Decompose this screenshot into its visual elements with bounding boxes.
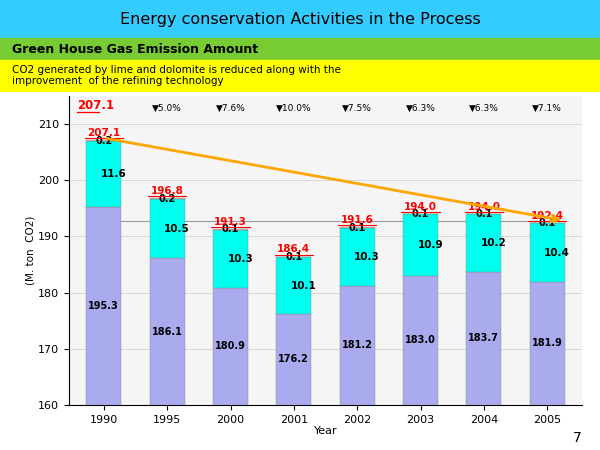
Text: 10.4: 10.4	[544, 248, 570, 258]
Bar	[150, 199, 185, 258]
Text: 0.1: 0.1	[222, 225, 239, 234]
Text: 181.9: 181.9	[532, 338, 563, 348]
Bar	[530, 282, 565, 405]
Text: 0.2: 0.2	[95, 136, 112, 146]
Text: Energy conservation Activities in the Process: Energy conservation Activities in the Pr…	[119, 12, 481, 27]
Bar	[466, 214, 501, 215]
Text: 10.1: 10.1	[290, 280, 316, 291]
Bar	[86, 207, 121, 405]
Text: 194.0: 194.0	[404, 202, 437, 211]
Bar	[466, 215, 501, 272]
Text: 10.3: 10.3	[227, 254, 253, 264]
Text: 181.2: 181.2	[341, 340, 373, 351]
Bar	[530, 223, 565, 224]
Bar	[340, 228, 374, 286]
Text: ▼10.0%: ▼10.0%	[276, 104, 311, 112]
Text: 207.1: 207.1	[77, 99, 115, 112]
Bar	[213, 230, 248, 288]
Text: 0.1: 0.1	[285, 252, 302, 262]
Text: 10.5: 10.5	[164, 224, 190, 234]
Bar	[0, 38, 600, 60]
Text: 176.2: 176.2	[278, 355, 309, 365]
Bar	[150, 198, 185, 199]
Text: 186.4: 186.4	[277, 244, 310, 254]
Bar	[0, 0, 600, 38]
Text: 191.3: 191.3	[214, 217, 247, 227]
Bar	[0, 60, 600, 91]
Text: ▼7.5%: ▼7.5%	[342, 104, 372, 112]
Y-axis label: (M. ton  CO2): (M. ton CO2)	[25, 216, 35, 285]
Text: ▼7.1%: ▼7.1%	[532, 104, 562, 112]
Bar	[213, 288, 248, 405]
Text: 10.2: 10.2	[481, 238, 506, 248]
Text: 186.1: 186.1	[152, 327, 182, 337]
Bar	[150, 258, 185, 405]
Text: 0.2: 0.2	[158, 194, 176, 204]
Bar	[277, 257, 311, 314]
Text: 0.1: 0.1	[349, 223, 366, 233]
Text: 180.9: 180.9	[215, 341, 246, 351]
Text: ▼6.3%: ▼6.3%	[406, 104, 436, 112]
Text: 7: 7	[573, 432, 582, 446]
Text: Green House Gas Emission Amount: Green House Gas Emission Amount	[12, 43, 258, 55]
Legend: Fuel originated, Non Fuel, CH4: Fuel originated, Non Fuel, CH4	[377, 57, 577, 75]
Bar	[213, 229, 248, 230]
Text: 10.3: 10.3	[354, 252, 380, 262]
Bar	[403, 276, 438, 405]
Text: 195.3: 195.3	[88, 301, 119, 311]
Text: 0.1: 0.1	[475, 209, 493, 219]
Bar	[403, 215, 438, 276]
Text: ▼5.0%: ▼5.0%	[152, 104, 182, 112]
Text: ▼7.6%: ▼7.6%	[215, 104, 245, 112]
Bar	[466, 272, 501, 405]
X-axis label: Year: Year	[314, 426, 337, 436]
Text: ▼6.3%: ▼6.3%	[469, 104, 499, 112]
Text: 10.9: 10.9	[418, 240, 443, 250]
Text: 183.0: 183.0	[405, 335, 436, 345]
Bar	[340, 227, 374, 228]
Bar	[340, 286, 374, 405]
Text: 194.0: 194.0	[467, 202, 500, 211]
Bar	[86, 140, 121, 141]
Text: 192.4: 192.4	[530, 211, 563, 220]
Text: 183.7: 183.7	[469, 333, 499, 343]
Bar	[277, 256, 311, 257]
Bar	[86, 141, 121, 207]
Text: 0.1: 0.1	[412, 209, 429, 219]
Bar	[403, 214, 438, 215]
Bar	[277, 314, 311, 405]
Text: 196.8: 196.8	[151, 186, 184, 196]
Bar	[530, 224, 565, 282]
Text: 11.6: 11.6	[101, 169, 127, 179]
Text: 191.6: 191.6	[341, 215, 374, 225]
Text: 207.1: 207.1	[87, 128, 121, 138]
Text: CO2 generated by lime and dolomite is reduced along with the
improvement  of the: CO2 generated by lime and dolomite is re…	[12, 65, 341, 86]
Text: 0.1: 0.1	[539, 218, 556, 228]
